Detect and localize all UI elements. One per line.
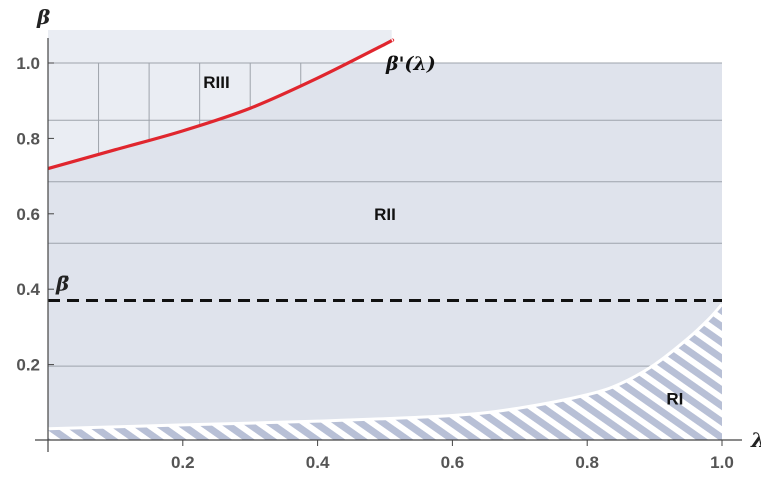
region-i-area xyxy=(48,304,722,440)
region-iii-area xyxy=(48,30,393,169)
region-label-rii: RII xyxy=(374,205,396,224)
beta-bar-label: β̄ xyxy=(55,272,69,296)
region-labels: RIII RII RI xyxy=(203,73,683,409)
x-tick-label: 0.2 xyxy=(171,453,195,472)
x-tick-label: 0.8 xyxy=(575,453,599,472)
y-ticks: 0.2 0.4 0.6 0.8 1.0 xyxy=(16,54,54,375)
y-tick-label: 0.4 xyxy=(16,280,40,299)
x-axis-label: λ xyxy=(750,428,761,452)
x-tick-label: 0.4 xyxy=(306,453,330,472)
x-ticks: 0.2 0.4 0.6 0.8 1.0 xyxy=(171,440,734,472)
plot-area xyxy=(47,30,724,440)
x-tick-label: 0.6 xyxy=(441,453,465,472)
y-tick-label: 0.6 xyxy=(16,205,40,224)
beta-prime-label: β'(λ) xyxy=(385,53,436,75)
axes: 0.2 0.4 0.6 0.8 1.0 0.2 0.4 0.6 0.8 1.0 xyxy=(16,38,742,472)
region-label-riii: RIII xyxy=(203,73,229,92)
beta-prime-curve xyxy=(47,38,395,171)
region-ii-area xyxy=(48,63,722,440)
region-i-boundary xyxy=(47,303,724,431)
y-tick-label: 0.8 xyxy=(16,129,40,148)
region-ii-hatch xyxy=(48,62,722,367)
y-tick-label: 1.0 xyxy=(16,54,40,73)
y-axis-label: β xyxy=(36,5,50,29)
y-tick-label: 0.2 xyxy=(16,356,40,375)
region-label-ri: RI xyxy=(666,390,683,409)
x-tick-label: 1.0 xyxy=(710,453,734,472)
